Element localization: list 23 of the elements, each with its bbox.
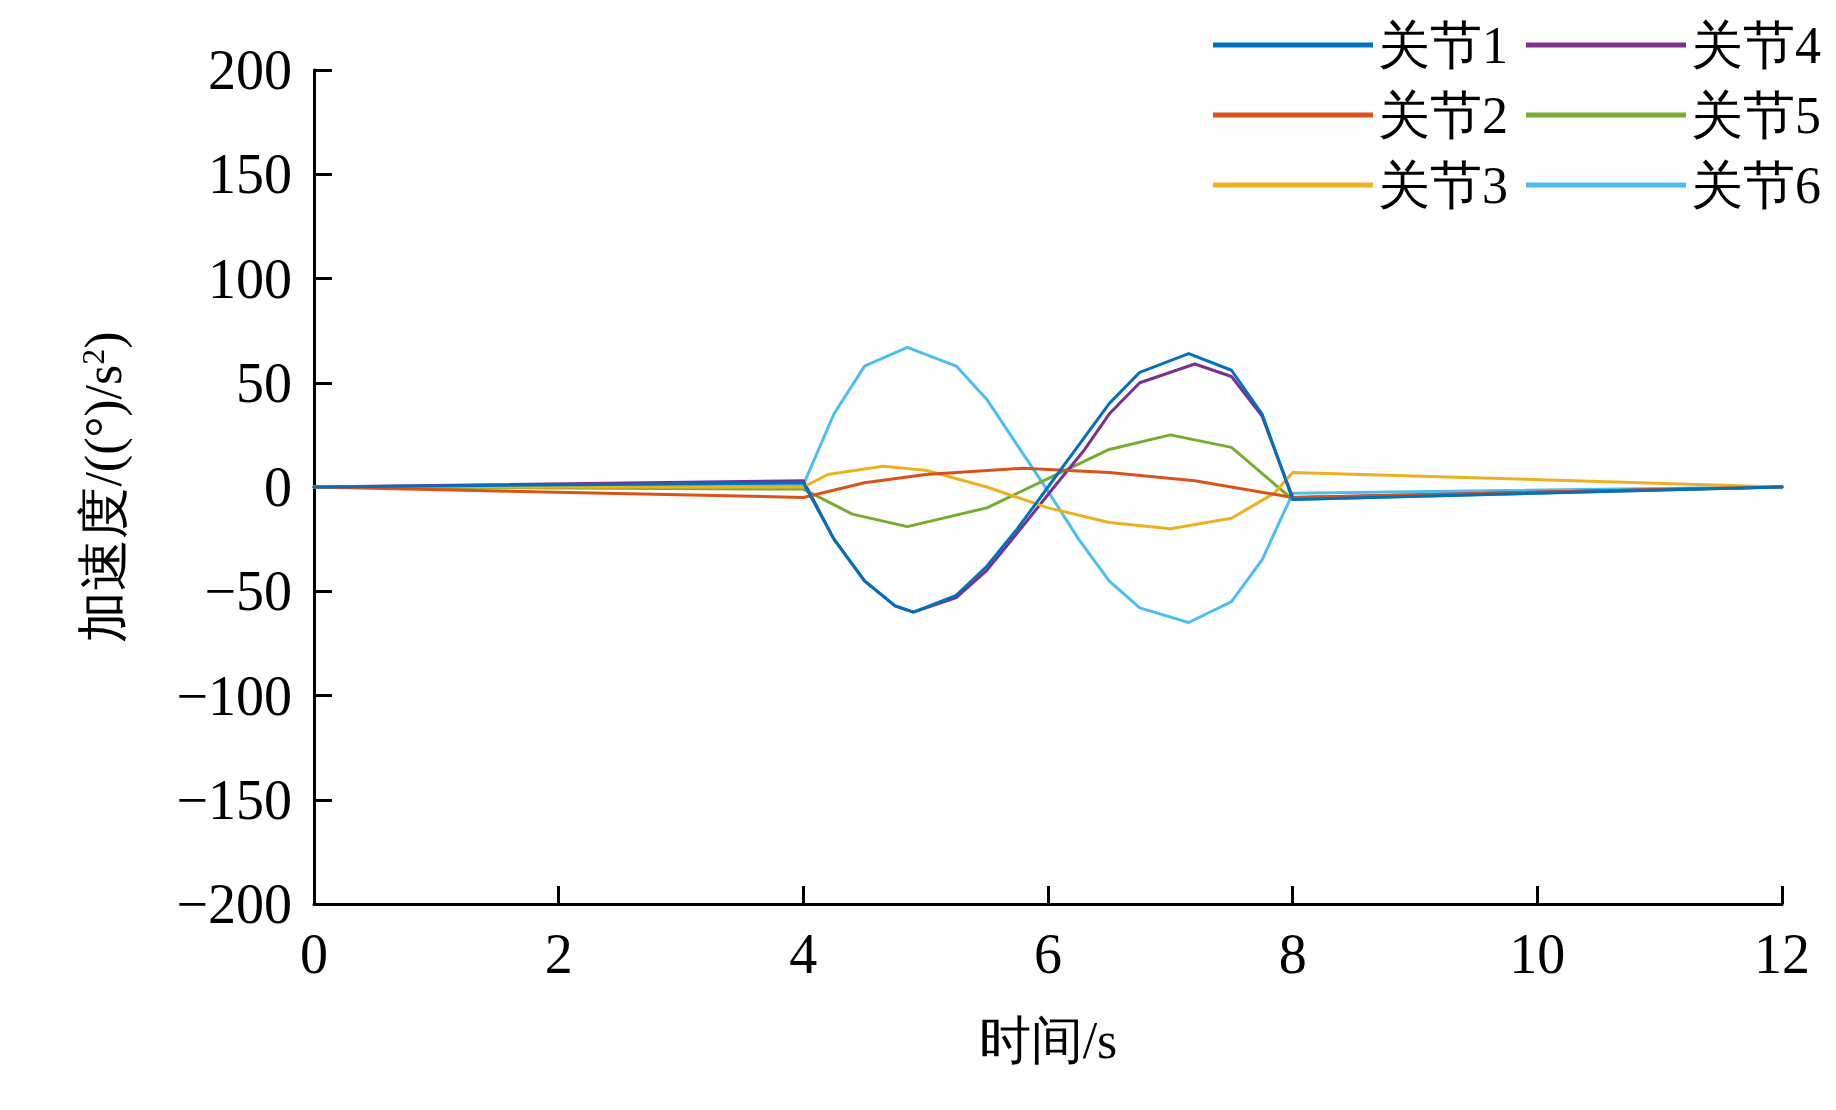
- x-axis-title: 时间/s: [978, 1011, 1118, 1069]
- x-tick-label: 10: [1509, 923, 1566, 985]
- x-tick-label: 4: [789, 923, 818, 985]
- legend-label: 关节3: [1378, 156, 1508, 214]
- x-tick-label: 2: [544, 923, 573, 985]
- legend-label: 关节2: [1378, 86, 1508, 144]
- y-tick-label: −150: [176, 768, 292, 831]
- legend-label: 关节1: [1378, 16, 1508, 74]
- legend-label: 关节5: [1691, 86, 1821, 144]
- y-tick-label: −200: [176, 873, 292, 935]
- y-tick-label: 50: [236, 351, 292, 414]
- y-axis-title: 加速度/((°)/s2): [74, 331, 133, 643]
- legend-label: 关节4: [1691, 16, 1821, 74]
- y-tick-label: −100: [176, 664, 292, 727]
- y-tick-label: 100: [208, 247, 292, 310]
- y-tick-label: 150: [208, 143, 292, 206]
- x-tick-label: 6: [1034, 923, 1062, 985]
- x-tick-label: 8: [1278, 923, 1307, 985]
- y-tick-label: 0: [264, 456, 292, 518]
- y-tick-label: 200: [208, 39, 292, 101]
- legend-label: 关节6: [1691, 156, 1821, 214]
- y-tick-label: −50: [204, 560, 292, 623]
- x-tick-label: 12: [1754, 923, 1810, 985]
